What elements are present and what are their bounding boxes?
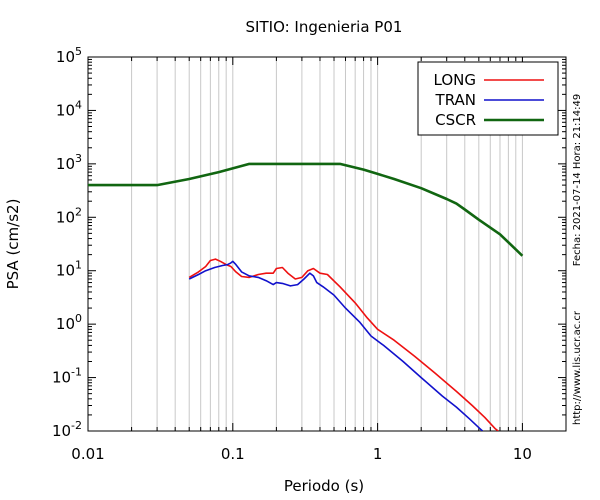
legend-label-long: LONG xyxy=(434,71,476,89)
x-axis-label: Periodo (s) xyxy=(284,477,364,495)
y-tick-labels: 10-2 10-1 100 101 102 103 104 105 xyxy=(52,45,82,440)
source-url: http://www.lis.ucr.ac.cr xyxy=(572,310,583,425)
legend: LONG TRAN CSCR xyxy=(417,61,559,136)
series-line-cscr xyxy=(88,162,524,257)
axis-ticks xyxy=(88,56,567,432)
y-axis-label: PSA (cm/s2) xyxy=(4,199,22,290)
y-tick-label: 102 xyxy=(56,205,82,226)
y-tick-label: 104 xyxy=(56,98,82,119)
series-lines xyxy=(88,162,524,431)
series-line-long xyxy=(188,258,499,431)
legend-box xyxy=(417,61,559,136)
y-tick-label: 101 xyxy=(56,259,82,280)
legend-label-tran: TRAN xyxy=(435,91,476,109)
x-tick-label: 10 xyxy=(513,445,532,463)
date-stamp: Fecha: 2021-07-14 Hora: 21:14:49 xyxy=(572,94,583,267)
y-tick-label: 105 xyxy=(56,45,82,66)
y-tick-label: 103 xyxy=(56,152,82,173)
y-tick-label: 10-1 xyxy=(52,366,82,387)
y-tick-label: 100 xyxy=(56,312,82,333)
chart-title: SITIO: Ingenieria P01 xyxy=(246,18,403,36)
x-tick-label: 0.1 xyxy=(221,445,245,463)
x-tick-labels: 0.01 0.1 1 10 xyxy=(71,445,532,463)
series-line-tran xyxy=(188,260,484,431)
y-tick-label: 10-2 xyxy=(52,419,82,440)
x-tick-label: 1 xyxy=(373,445,383,463)
legend-label-cscr: CSCR xyxy=(435,111,476,129)
x-tick-label: 0.01 xyxy=(71,445,104,463)
grid-lines xyxy=(131,57,523,431)
plot-frame xyxy=(87,56,567,432)
